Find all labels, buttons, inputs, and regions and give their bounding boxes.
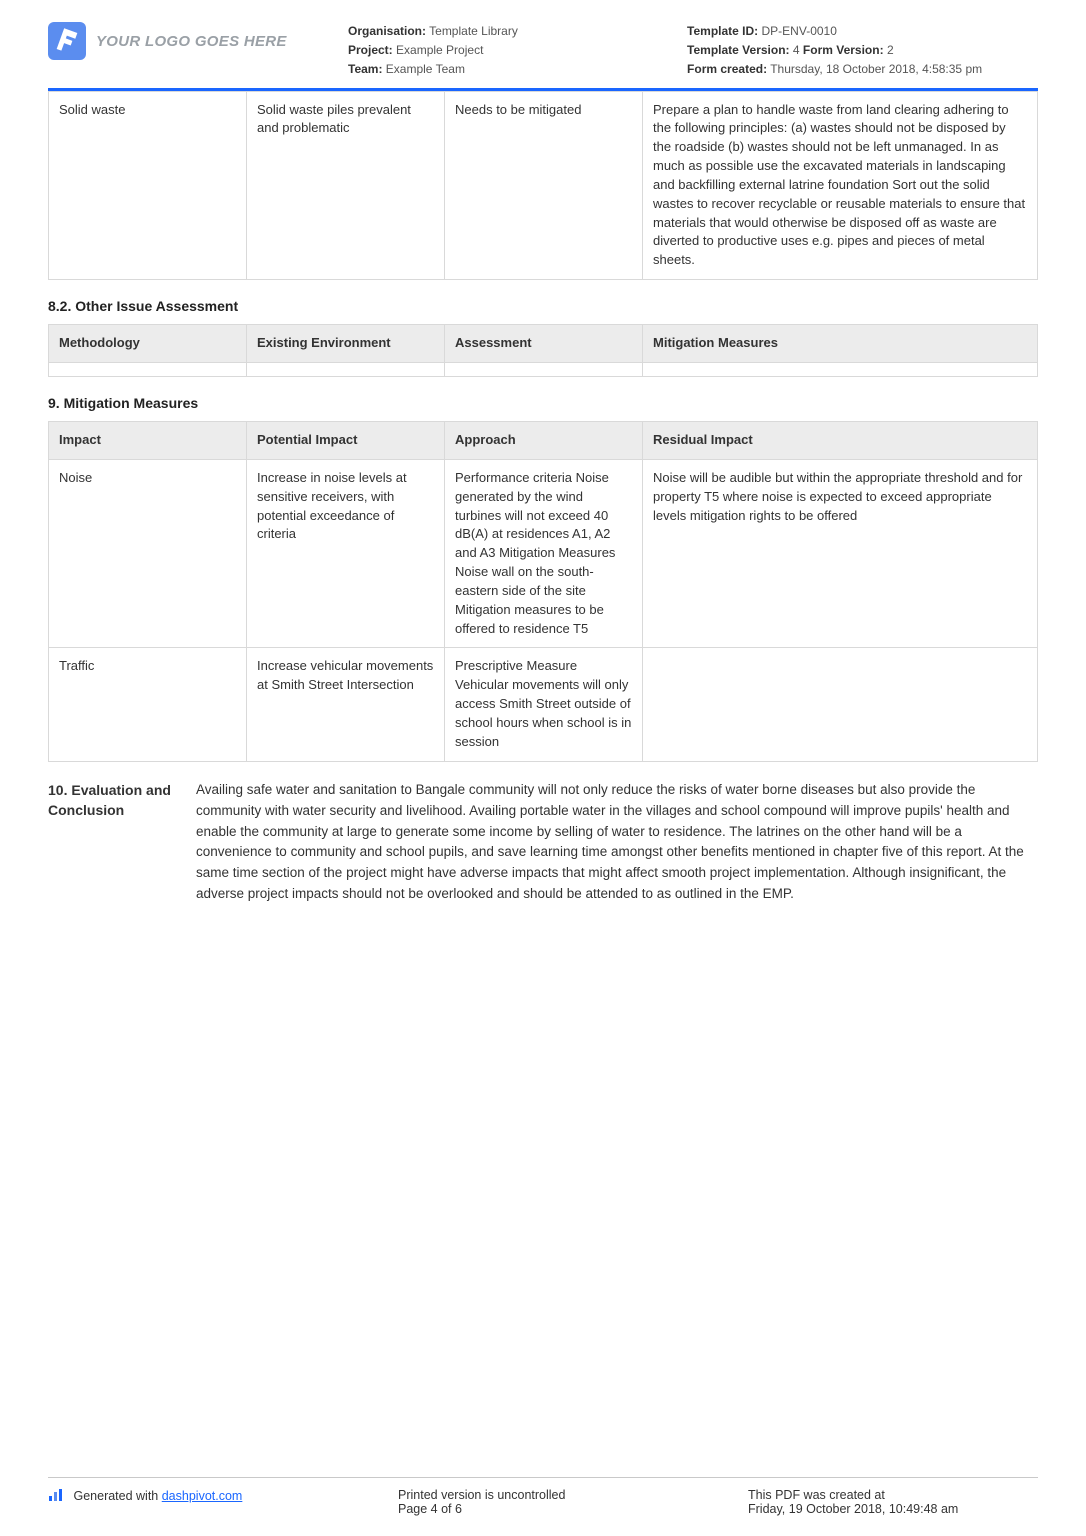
document-header: YOUR LOGO GOES HERE Organisation: Templa… [48, 22, 1038, 88]
org-label: Organisation: [348, 24, 426, 38]
cell: Performance criteria Noise generated by … [445, 459, 643, 648]
table-row: Noise Increase in noise levels at sensit… [49, 459, 1038, 648]
cell: Increase in noise levels at sensitive re… [247, 459, 445, 648]
cell: Noise [49, 459, 247, 648]
created-value: Friday, 19 October 2018, 10:49:48 am [748, 1502, 1038, 1516]
team-value: Example Team [386, 62, 465, 76]
table-other-issue: Methodology Existing Environment Assessm… [48, 324, 1038, 377]
footer-left: Generated with dashpivot.com [48, 1488, 338, 1516]
cell: Increase vehicular movements at Smith St… [247, 648, 445, 761]
section-10-title: 10. Evaluation and Conclusion [48, 780, 176, 906]
form-created-label: Form created: [687, 62, 767, 76]
template-id-value: DP-ENV-0010 [762, 24, 837, 38]
created-label: This PDF was created at [748, 1488, 1038, 1502]
logo-text: YOUR LOGO GOES HERE [96, 33, 287, 50]
col-header: Potential Impact [247, 422, 445, 460]
col-header: Assessment [445, 325, 643, 363]
footer-right: This PDF was created at Friday, 19 Octob… [688, 1488, 1038, 1516]
cell: Needs to be mitigated [445, 91, 643, 280]
team-label: Team: [348, 62, 382, 76]
section-10-body: Availing safe water and sanitation to Ba… [196, 780, 1038, 906]
cell: Noise will be audible but within the app… [643, 459, 1038, 648]
table-header-row: Methodology Existing Environment Assessm… [49, 325, 1038, 363]
section-10: 10. Evaluation and Conclusion Availing s… [48, 780, 1038, 906]
brand-logo-icon [48, 22, 86, 60]
col-header: Existing Environment [247, 325, 445, 363]
project-value: Example Project [396, 43, 483, 57]
meta-column-1: Organisation: Template Library Project: … [348, 22, 667, 80]
footer-center: Printed version is uncontrolled Page 4 o… [338, 1488, 688, 1516]
org-value: Template Library [429, 24, 518, 38]
form-version-value: 2 [887, 43, 894, 57]
col-header: Residual Impact [643, 422, 1038, 460]
meta-column-2: Template ID: DP-ENV-0010 Template Versio… [687, 22, 1038, 80]
form-created-value: Thursday, 18 October 2018, 4:58:35 pm [770, 62, 982, 76]
generated-label: Generated with [73, 1489, 161, 1503]
cell [643, 648, 1038, 761]
document-footer: Generated with dashpivot.com Printed ver… [48, 1477, 1038, 1516]
cell: Solid waste piles prevalent and problema… [247, 91, 445, 280]
form-version-label: Form Version: [803, 43, 884, 57]
table-mitigation: Impact Potential Impact Approach Residua… [48, 421, 1038, 762]
section-9-title: 9. Mitigation Measures [48, 395, 1038, 411]
table-row-empty [49, 363, 1038, 377]
col-header: Methodology [49, 325, 247, 363]
section-8-2-title: 8.2. Other Issue Assessment [48, 298, 1038, 314]
table-header-row: Impact Potential Impact Approach Residua… [49, 422, 1038, 460]
cell: Prepare a plan to handle waste from land… [643, 91, 1038, 280]
cell: Prescriptive Measure Vehicular movements… [445, 648, 643, 761]
template-id-label: Template ID: [687, 24, 758, 38]
table-solid-waste: Solid waste Solid waste piles prevalent … [48, 91, 1038, 281]
col-header: Approach [445, 422, 643, 460]
col-header: Impact [49, 422, 247, 460]
template-version-label: Template Version: [687, 43, 789, 57]
cell: Solid waste [49, 91, 247, 280]
dashpivot-icon [48, 1488, 64, 1505]
cell: Traffic [49, 648, 247, 761]
uncontrolled-text: Printed version is uncontrolled [398, 1488, 688, 1502]
page-number: Page 4 of 6 [398, 1502, 688, 1516]
template-version-value: 4 [793, 43, 800, 57]
project-label: Project: [348, 43, 393, 57]
table-row: Solid waste Solid waste piles prevalent … [49, 91, 1038, 280]
dashpivot-link[interactable]: dashpivot.com [162, 1489, 243, 1503]
table-row: Traffic Increase vehicular movements at … [49, 648, 1038, 761]
logo-block: YOUR LOGO GOES HERE [48, 22, 328, 60]
col-header: Mitigation Measures [643, 325, 1038, 363]
